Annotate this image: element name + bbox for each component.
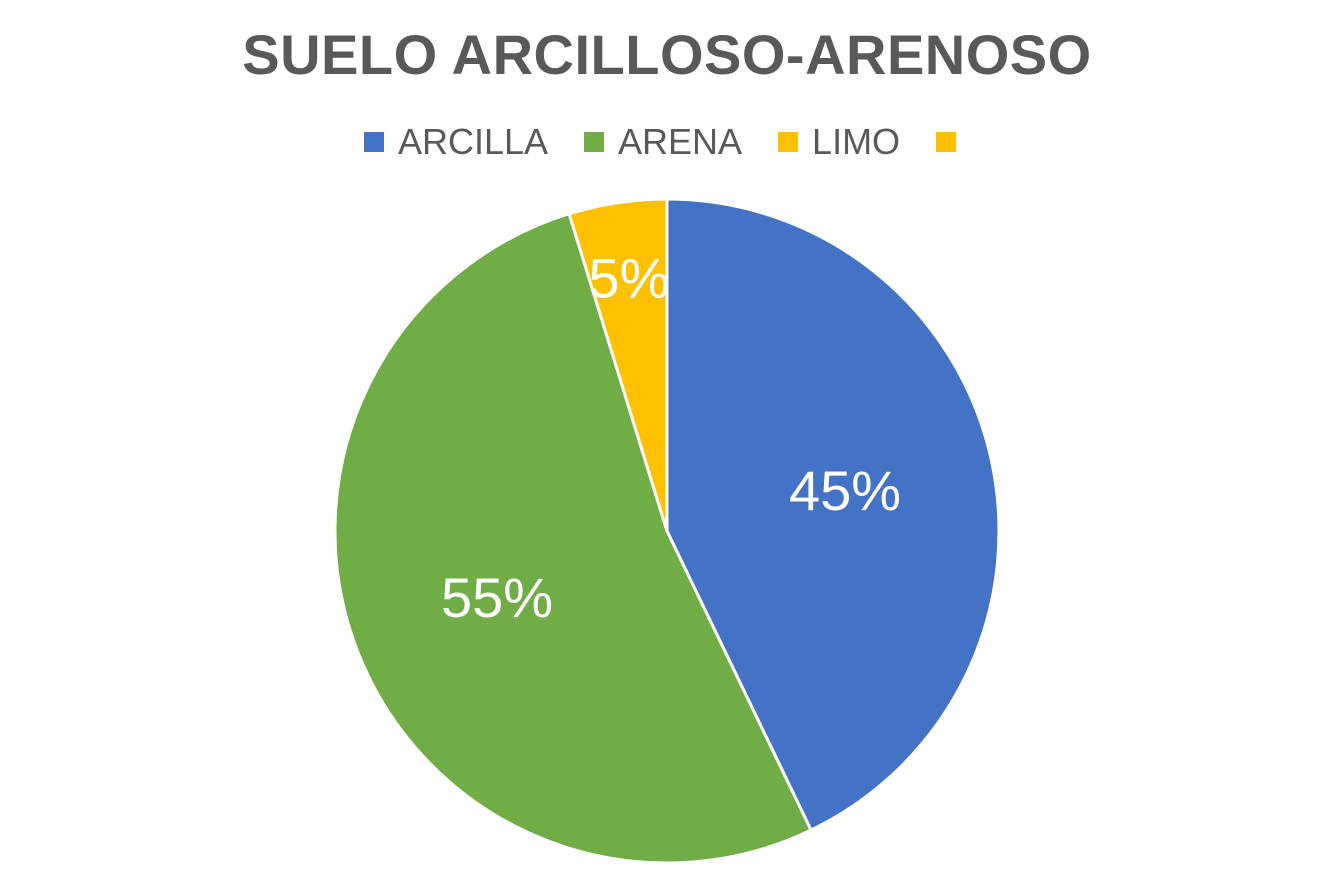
legend-swatch-arena (584, 132, 605, 152)
chart-title: SUELO ARCILLOSO-ARENOSO (242, 23, 1092, 86)
legend-label-arena: ARENA (618, 121, 743, 162)
data-label-arcilla: 45% (789, 459, 901, 522)
legend-label-limo: LIMO (812, 121, 901, 162)
legend-label-arcilla: ARCILLA (397, 121, 549, 162)
data-label-limo: 5% (588, 247, 669, 310)
pie-slice-limo (567, 197, 669, 532)
data-label-arena: 55% (441, 566, 553, 629)
pie-slice-arena (333, 211, 814, 865)
legend-item-arcilla: ARCILLA (363, 120, 549, 164)
legend-swatch-limo (778, 132, 799, 152)
pie-slice-arcilla (665, 197, 1001, 833)
chart-legend: ARCILLA ARENA LIMO (0, 120, 1334, 164)
legend-swatch-arcilla (363, 132, 384, 152)
legend-swatch-unnamed (936, 132, 957, 152)
legend-item-limo: LIMO (778, 120, 900, 164)
legend-item-arena: ARENA (584, 120, 742, 164)
legend-item-unnamed (936, 120, 970, 164)
